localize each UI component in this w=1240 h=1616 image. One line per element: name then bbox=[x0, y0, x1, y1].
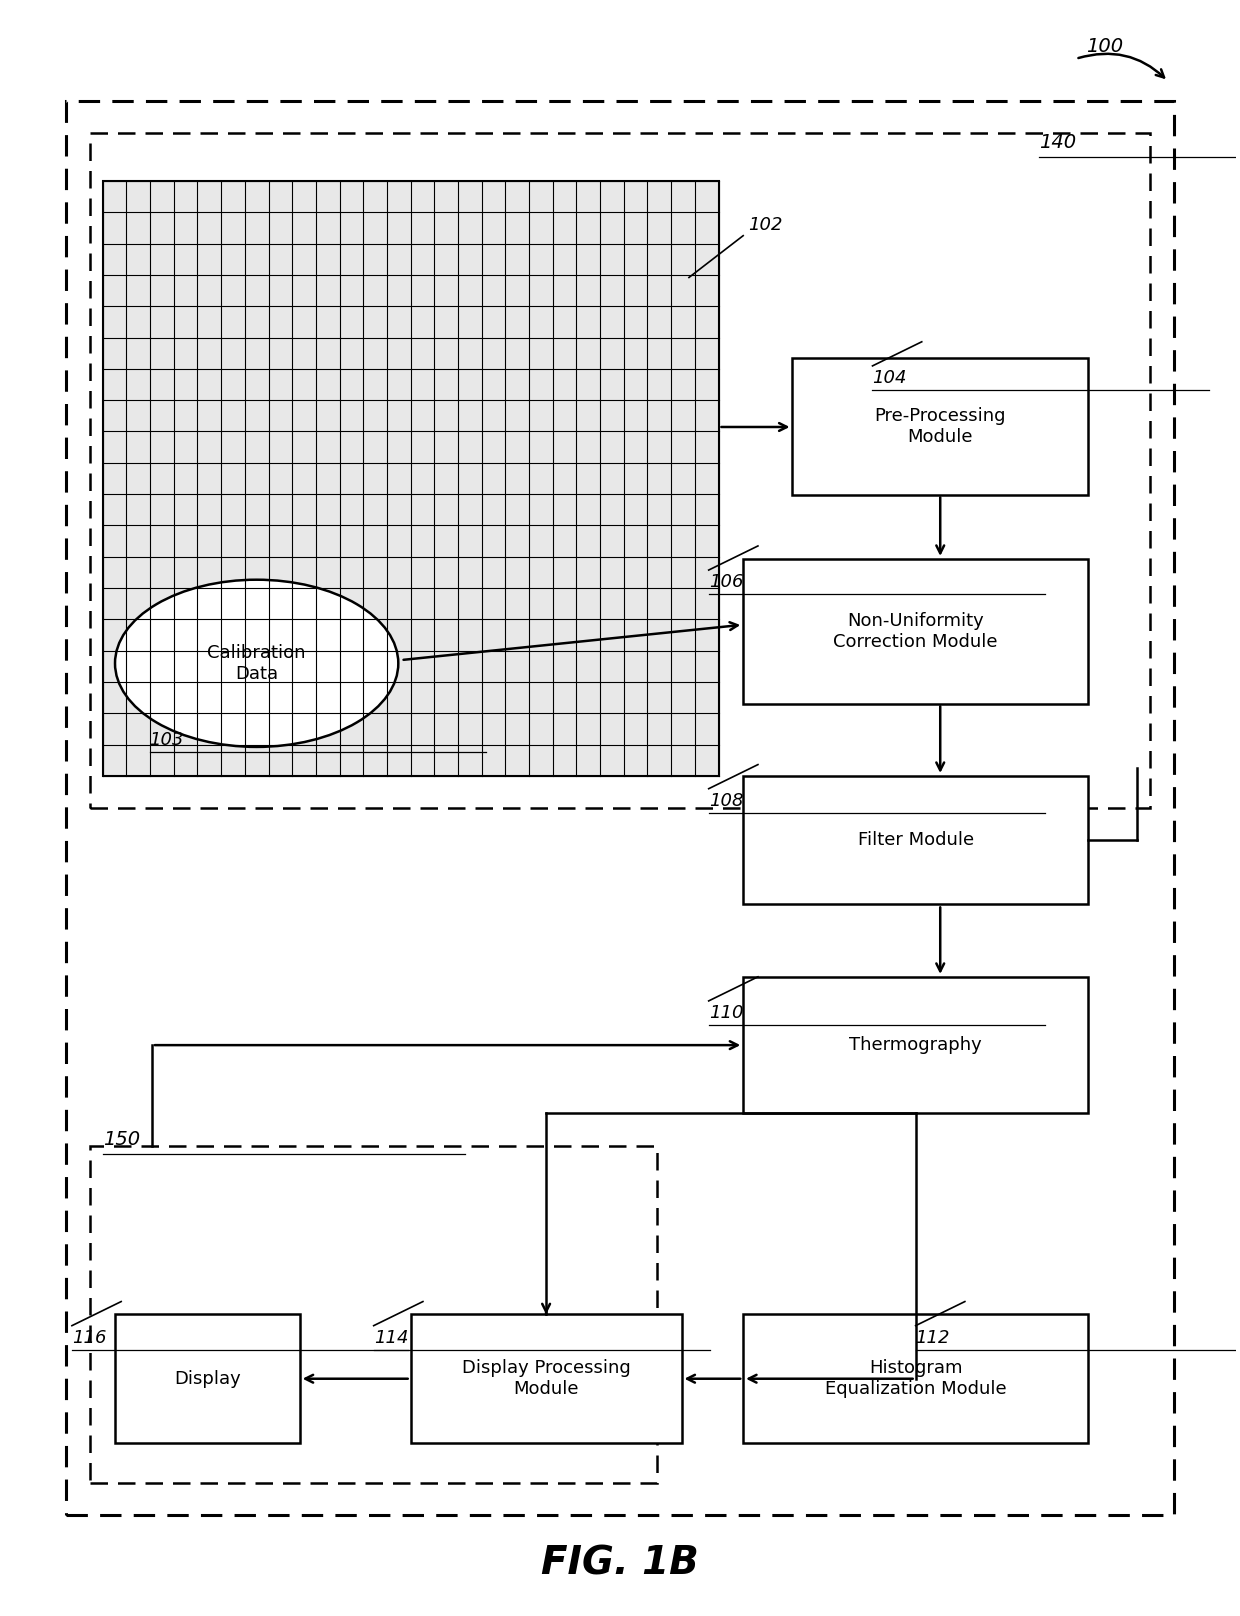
Bar bbox=[792, 357, 1087, 494]
Bar bbox=[743, 776, 1087, 905]
Bar bbox=[115, 1314, 300, 1443]
Text: 110: 110 bbox=[709, 1004, 743, 1023]
Bar bbox=[103, 181, 718, 776]
Text: Thermography: Thermography bbox=[849, 1036, 982, 1054]
Text: 102: 102 bbox=[748, 217, 782, 234]
Bar bbox=[743, 1314, 1087, 1443]
Bar bbox=[743, 976, 1087, 1113]
Text: Pre-Processing
Module: Pre-Processing Module bbox=[874, 407, 1006, 446]
Bar bbox=[91, 133, 1149, 808]
Text: 103: 103 bbox=[150, 730, 184, 748]
Text: 112: 112 bbox=[915, 1328, 950, 1346]
Text: 140: 140 bbox=[1039, 133, 1076, 152]
Ellipse shape bbox=[115, 580, 398, 747]
Bar bbox=[743, 559, 1087, 703]
Text: 104: 104 bbox=[873, 368, 906, 388]
Text: Non-Uniformity
Correction Module: Non-Uniformity Correction Module bbox=[833, 612, 998, 651]
Text: FIG. 1B: FIG. 1B bbox=[541, 1545, 699, 1582]
Text: Filter Module: Filter Module bbox=[858, 831, 973, 848]
Bar bbox=[91, 1146, 657, 1483]
Text: 108: 108 bbox=[709, 792, 743, 810]
Text: 150: 150 bbox=[103, 1130, 140, 1149]
Bar bbox=[410, 1314, 682, 1443]
Text: 116: 116 bbox=[72, 1328, 107, 1346]
Text: 100: 100 bbox=[1085, 37, 1122, 55]
Text: Display: Display bbox=[174, 1370, 241, 1388]
Text: Display Processing
Module: Display Processing Module bbox=[461, 1359, 630, 1398]
Text: 106: 106 bbox=[709, 574, 743, 591]
Bar bbox=[66, 100, 1174, 1516]
Text: Histogram
Equalization Module: Histogram Equalization Module bbox=[825, 1359, 1007, 1398]
Text: 114: 114 bbox=[373, 1328, 408, 1346]
Text: Calibration
Data: Calibration Data bbox=[207, 643, 306, 682]
